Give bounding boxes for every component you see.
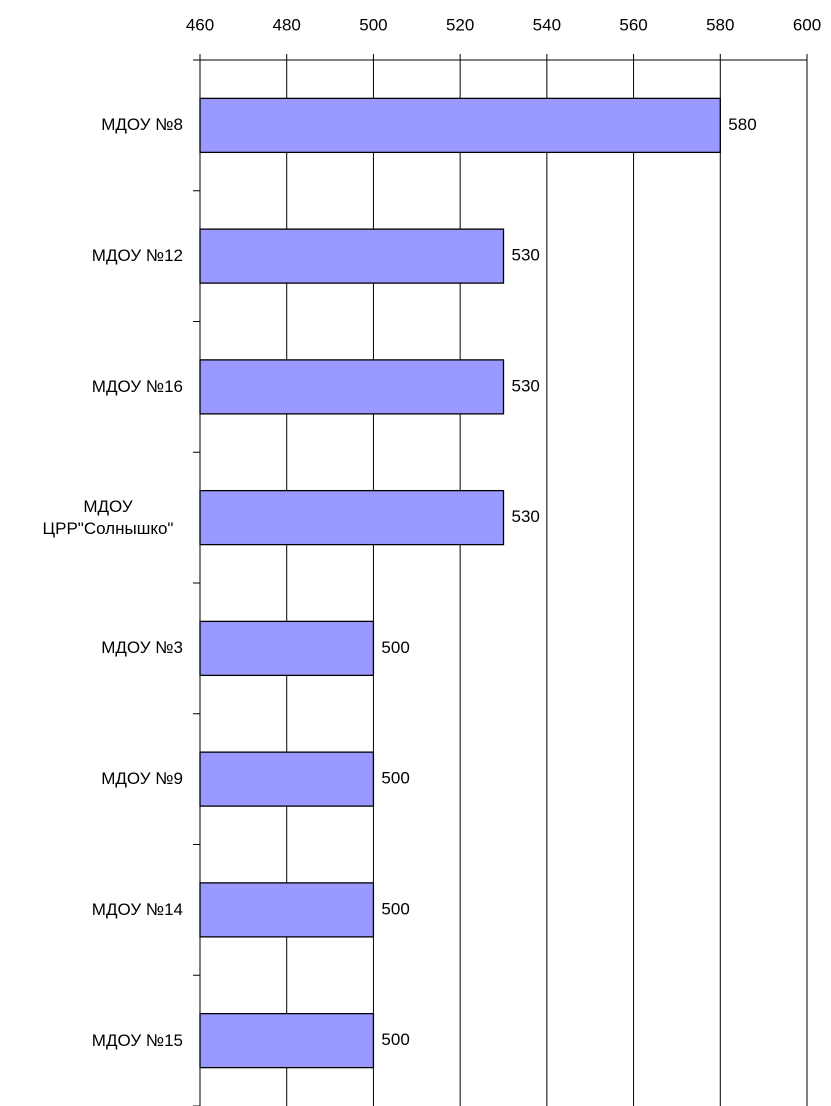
y-tick-label: МДОУ №3	[101, 638, 183, 658]
x-tick-label: 580	[706, 15, 734, 34]
y-tick-label: МДОУ №14	[91, 899, 183, 919]
x-tick-label: 480	[273, 15, 301, 34]
x-tick-label: 600	[793, 15, 821, 34]
value-label: 530	[512, 507, 540, 526]
bar	[199, 882, 375, 938]
y-tick-label: МДОУ №16	[91, 376, 183, 396]
x-tick-label: 460	[186, 15, 214, 34]
value-label: 530	[512, 246, 540, 265]
y-tick-label: МДОУ №12	[91, 246, 183, 266]
bar	[199, 1012, 375, 1069]
bar	[199, 620, 375, 677]
bar	[199, 228, 505, 284]
bar	[199, 359, 505, 415]
y-tick-label: МДОУ №15	[91, 1030, 183, 1050]
value-label: 500	[381, 638, 409, 657]
x-tick-label: 560	[619, 15, 647, 34]
x-tick-label: 500	[359, 15, 387, 34]
value-label: 500	[381, 1030, 409, 1049]
y-tick-label: МДОУ ЦРР"Солнышко"	[42, 496, 174, 538]
bar	[199, 751, 375, 807]
x-tick-label: 520	[446, 15, 474, 34]
value-label: 580	[728, 115, 756, 134]
bar	[199, 97, 721, 154]
y-tick-label: МДОУ №8	[101, 115, 183, 135]
bar	[199, 489, 505, 546]
value-label: 500	[381, 899, 409, 918]
y-tick-label: МДОУ №9	[101, 769, 183, 789]
value-label: 530	[512, 376, 540, 395]
value-label: 500	[381, 769, 409, 788]
x-tick-label: 540	[533, 15, 561, 34]
